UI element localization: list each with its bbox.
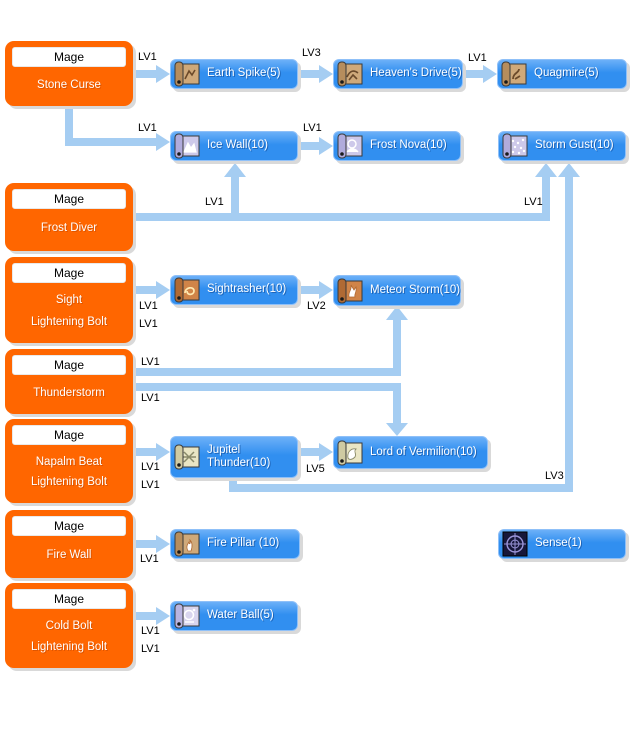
earth-spike-scroll-icon (174, 61, 200, 87)
lv-requirement-label: LV1 (138, 122, 157, 134)
skill-node-water-ball[interactable]: Water Ball(5) (170, 601, 298, 631)
lord-of-vermilion-scroll-icon (337, 440, 363, 466)
skill-node-label: Heaven's Drive(5) (370, 67, 462, 80)
lv-requirement-label: LV1 (139, 300, 158, 312)
skill-node-label: Quagmire(5) (534, 67, 599, 80)
skill-node-label: Storm Gust(10) (535, 139, 614, 152)
lv-requirement-label: LV1 (141, 625, 160, 637)
prereq-skill-label: Frost Diver (40, 222, 98, 234)
lv-requirement-label: LV1 (303, 122, 322, 134)
sightrasher-scroll-icon (174, 277, 200, 303)
lv-requirement-label: LV1 (138, 51, 157, 63)
prereq-skill-label: Napalm Beat (35, 455, 103, 468)
mage-class-header: Mage (12, 516, 126, 536)
ice-wall-scroll-icon (174, 133, 200, 159)
mage-class-label: Mage (53, 428, 85, 442)
prereq-skill-label: Cold Bolt (45, 620, 93, 632)
mage-box-thunderstorm[interactable]: Mage Thunderstorm (5, 349, 133, 414)
skill-node-lord-of-vermilion[interactable]: Lord of Vermilion(10) (333, 436, 488, 469)
prereq-skill-label: Thunderstorm (33, 386, 105, 399)
skill-node-heavens-drive[interactable]: Heaven's Drive(5) (333, 59, 463, 89)
skill-node-label-line2: Thunder(10) (207, 457, 271, 469)
skill-node-sense[interactable]: Sense(1) (498, 529, 626, 559)
lv-requirement-label: LV1 (139, 318, 158, 330)
lv-requirement-label: LV3 (302, 47, 321, 59)
mage-class-header: Mage (12, 189, 126, 209)
prereq-skill-label: Lightening Bolt (30, 641, 108, 653)
prereq-skill-label: Sight (55, 294, 83, 307)
skill-node-label: Sightrasher(10) (207, 283, 287, 296)
mage-box-sight-lightening-bolt[interactable]: Mage Sight Lightening Bolt (5, 257, 133, 343)
skill-node-jupitel-thunder[interactable]: Jupitel Thunder(10) (170, 436, 298, 478)
prereq-skill-label: Lightening Bolt (30, 476, 108, 489)
fire-pillar-scroll-icon (174, 531, 200, 557)
mage-box-napalm-beat-lightening-bolt[interactable]: Mage Napalm Beat Lightening Bolt (5, 419, 133, 503)
skill-node-sightrasher[interactable]: Sightrasher(10) (170, 275, 298, 305)
skill-node-label: Fire Pillar (10) (207, 537, 280, 550)
skill-node-label: Lord of Vermilion(10) (370, 445, 477, 458)
skill-node-frost-nova[interactable]: Frost Nova(10) (333, 131, 461, 161)
mage-class-header: Mage (12, 355, 126, 375)
mage-box-stone-curse[interactable]: Mage Stone Curse (5, 41, 133, 106)
mage-box-fire-wall[interactable]: Mage Fire Wall (5, 510, 133, 578)
skill-node-meteor-storm[interactable]: Meteor Storm(10) (333, 275, 461, 306)
mage-class-header: Mage (12, 263, 126, 283)
skill-node-quagmire[interactable]: Quagmire(5) (497, 59, 627, 89)
lv-requirement-label: LV1 (141, 461, 160, 473)
mage-class-label: Mage (53, 266, 85, 280)
heavens-drive-scroll-icon (337, 61, 363, 87)
frost-nova-scroll-icon (337, 133, 363, 159)
meteor-storm-scroll-icon (337, 278, 363, 304)
lv-requirement-label: LV2 (307, 300, 326, 312)
mage-class-label: Mage (53, 519, 85, 533)
mage-class-label: Mage (53, 50, 85, 64)
skill-node-label: Earth Spike(5) (207, 67, 281, 80)
lv-requirement-label: LV3 (545, 470, 564, 482)
mage-class-label: Mage (53, 592, 85, 606)
sense-target-icon (502, 531, 528, 557)
lv-requirement-label: LV1 (140, 553, 159, 565)
mage-class-header: Mage (12, 425, 126, 445)
jupitel-thunder-scroll-icon (174, 444, 200, 470)
lv-requirement-label: LV1 (141, 392, 160, 404)
skill-node-label-line1: Jupitel (207, 443, 241, 456)
mage-box-frost-diver[interactable]: Mage Frost Diver (5, 183, 133, 251)
mage-class-header: Mage (12, 47, 126, 67)
skill-node-label: Ice Wall(10) (207, 139, 268, 152)
skill-node-label: Sense(1) (535, 537, 582, 550)
lv-requirement-label: LV1 (141, 356, 160, 368)
skill-node-ice-wall[interactable]: Ice Wall(10) (170, 131, 298, 161)
skill-node-storm-gust[interactable]: Storm Gust(10) (498, 131, 626, 161)
lv-requirement-label: LV1 (205, 196, 224, 208)
quagmire-scroll-icon (501, 61, 527, 87)
mage-class-label: Mage (53, 192, 85, 206)
mage-box-cold-bolt-lightening-bolt[interactable]: Mage Cold Bolt Lightening Bolt (5, 583, 133, 668)
skill-node-label: Meteor Storm(10) (370, 283, 461, 296)
skill-node-label: Frost Nova(10) (370, 139, 447, 152)
lv-requirement-label: LV1 (141, 643, 160, 655)
water-ball-scroll-icon (174, 603, 200, 629)
lv-requirement-label: LV1 (524, 196, 543, 208)
prereq-skill-label: Fire Wall (46, 549, 92, 561)
skill-node-fire-pillar[interactable]: Fire Pillar (10) (170, 529, 300, 559)
skill-node-label: Jupitel Thunder(10) (207, 444, 270, 470)
skill-node-earth-spike[interactable]: Earth Spike(5) (170, 59, 298, 89)
prereq-skill-label: Lightening Bolt (30, 315, 108, 328)
lv-requirement-label: LV5 (306, 463, 325, 475)
lv-requirement-label: LV1 (141, 479, 160, 491)
mage-class-header: Mage (12, 589, 126, 609)
skill-node-label: Water Ball(5) (207, 609, 274, 622)
storm-gust-scroll-icon (502, 133, 528, 159)
lv-requirement-label: LV1 (468, 52, 487, 64)
mage-class-label: Mage (53, 358, 85, 372)
prereq-skill-label: Stone Curse (37, 78, 101, 91)
